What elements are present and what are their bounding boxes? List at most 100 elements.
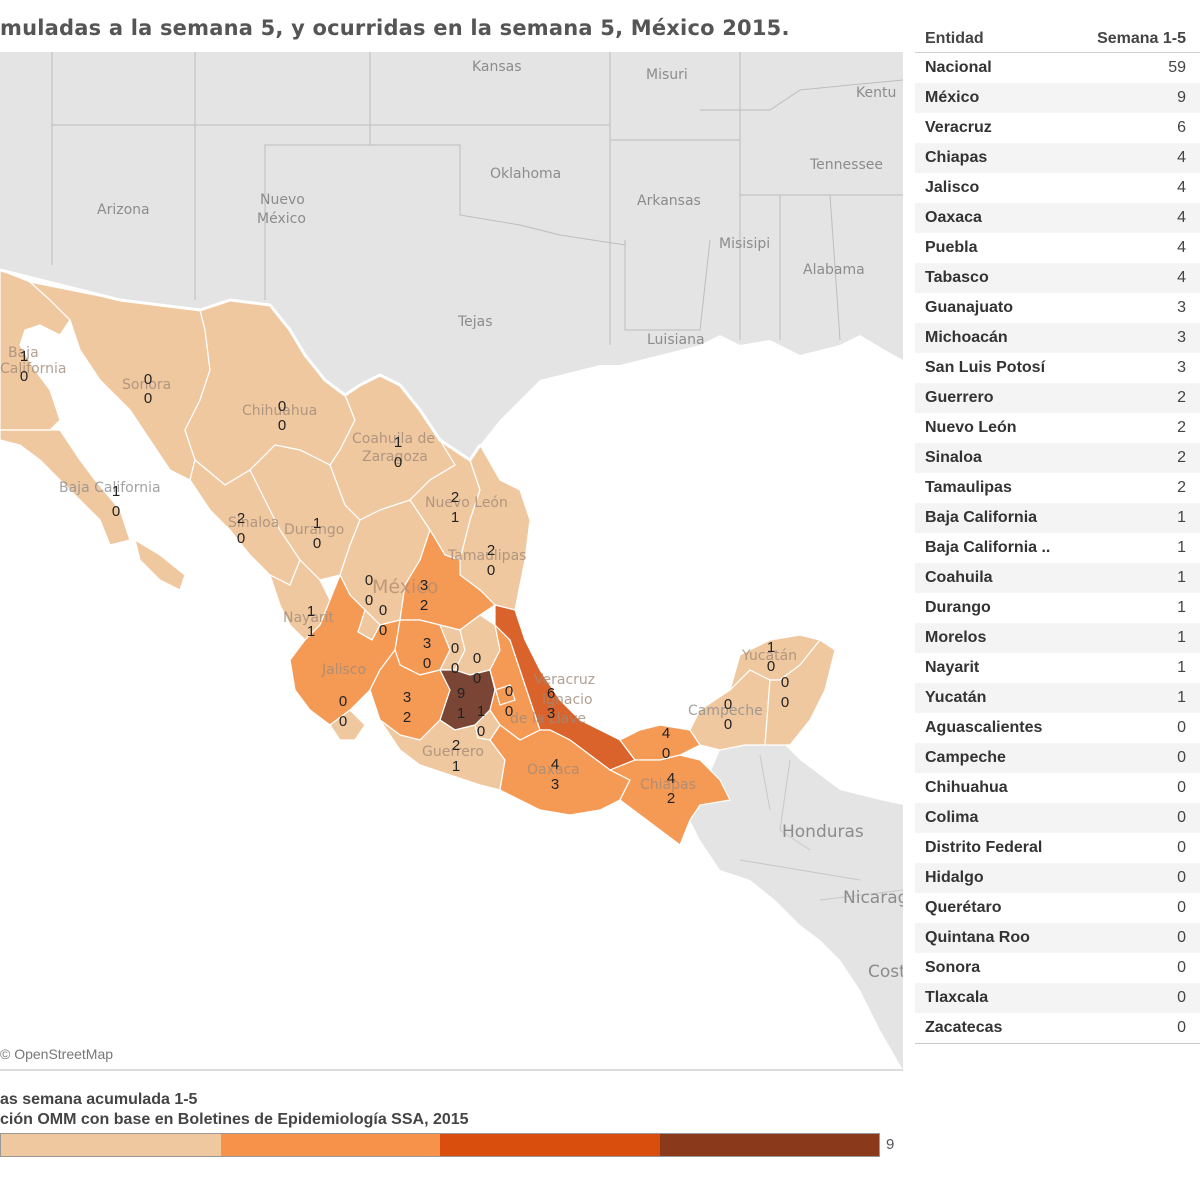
table-row[interactable]: Chihuahua 0: [915, 773, 1200, 803]
column-header-semana[interactable]: Semana 1-5: [1097, 30, 1186, 47]
legend-source: ción OMM con base en Boletines de Epidem…: [0, 1111, 469, 1128]
state-baja-california-sur[interactable]: [0, 429, 131, 546]
label-chihuahua: Chihuahua: [242, 403, 317, 419]
value-sin-acum: 2: [237, 510, 245, 527]
table-row[interactable]: Zacatecas 0: [915, 1013, 1200, 1043]
valor-cell: 0: [1177, 1019, 1186, 1036]
entidad-cell: Morelos: [925, 629, 987, 646]
table-row[interactable]: Quintana Roo 0: [915, 923, 1200, 953]
label-kansas: Kansas: [472, 59, 522, 75]
table-row[interactable]: Nayarit 1: [915, 653, 1200, 683]
value-gro-sem: 1: [452, 758, 460, 775]
table-row[interactable]: Veracruz 6: [915, 113, 1200, 143]
value-yuc-sem: 0: [767, 658, 775, 675]
entidad-cell: Chiapas: [925, 149, 988, 166]
table-row[interactable]: México 9: [915, 83, 1200, 113]
table-row[interactable]: Oaxaca 4: [915, 203, 1200, 233]
label-arizona: Arizona: [97, 202, 150, 218]
value-qro-sem: 0: [451, 660, 459, 677]
valor-cell: 1: [1177, 569, 1186, 586]
valor-cell: 1: [1177, 599, 1186, 616]
table-body: Nacional 59 México 9 Veracruz 6 Chiapas 4 Jalisc…: [915, 53, 1200, 1044]
value-oax-acum: 4: [551, 756, 559, 773]
label-yucatan: Yucatán: [741, 648, 797, 664]
value-mich-sem: 2: [403, 709, 411, 726]
table-row[interactable]: Tabasco 4: [915, 263, 1200, 293]
value-camp-acum: 0: [724, 696, 732, 713]
value-qroo-sem: 0: [781, 694, 789, 711]
value-hgo-acum: 0: [473, 650, 481, 667]
label-chiapas: Chiapas: [640, 777, 696, 793]
valor-cell: 0: [1177, 869, 1186, 886]
label-costa-rica: Cost: [868, 962, 903, 982]
table-row[interactable]: Campeche 0: [915, 743, 1200, 773]
florida-landmass: [860, 330, 903, 360]
state-oaxaca[interactable]: [489, 724, 631, 816]
table-row[interactable]: Tamaulipas 2: [915, 473, 1200, 503]
table-row[interactable]: Coahuila 1: [915, 563, 1200, 593]
entidad-cell: Colima: [925, 809, 979, 826]
label-baja-2: California: [0, 361, 66, 377]
value-mor-acum: 1: [477, 703, 485, 720]
value-hgo-sem: 0: [473, 670, 481, 687]
table-row[interactable]: Morelos 1: [915, 623, 1200, 653]
table-row[interactable]: Colima 0: [915, 803, 1200, 833]
table-row[interactable]: Michoacán 3: [915, 323, 1200, 353]
value-nl-sem: 1: [451, 509, 459, 526]
entidad-cell: Yucatán: [925, 689, 987, 706]
entidad-cell: Campeche: [925, 749, 1006, 766]
table-row[interactable]: Sonora 0: [915, 953, 1200, 983]
table-row[interactable]: Hidalgo 0: [915, 863, 1200, 893]
table-row[interactable]: Puebla 4: [915, 233, 1200, 263]
map-canvas[interactable]: Kansas Misuri Kentu Oklahoma Tennessee A…: [0, 52, 903, 1070]
column-header-entidad[interactable]: Entidad: [925, 30, 984, 47]
state-colima[interactable]: [329, 709, 366, 741]
table-row[interactable]: Chiapas 4: [915, 143, 1200, 173]
valor-cell: 2: [1177, 419, 1186, 436]
value-coah-sem: 0: [394, 454, 402, 471]
table-row[interactable]: Durango 1: [915, 593, 1200, 623]
table-row[interactable]: Guanajuato 3: [915, 293, 1200, 323]
table-row[interactable]: Yucatán 1: [915, 683, 1200, 713]
value-chih-acum: 0: [278, 398, 286, 415]
entidad-cell: Guanajuato: [925, 299, 1014, 316]
table-row[interactable]: Tlaxcala 0: [915, 983, 1200, 1013]
legend-max-value: 9: [886, 1136, 895, 1153]
value-pue-sem: 3: [547, 705, 555, 722]
valor-cell: 0: [1177, 809, 1186, 826]
table-row[interactable]: Jalisco 4: [915, 173, 1200, 203]
value-gro-acum: 2: [452, 737, 460, 754]
table-row[interactable]: Baja California 1: [915, 503, 1200, 533]
valor-cell: 1: [1177, 689, 1186, 706]
legend-swatch: [659, 1134, 879, 1156]
value-tlax-acum: 0: [505, 683, 513, 700]
entidad-cell: Nuevo León: [925, 419, 1017, 436]
value-coah-acum: 1: [394, 434, 402, 451]
table-row[interactable]: Sinaloa 2: [915, 443, 1200, 473]
entidad-cell: Quintana Roo: [925, 929, 1030, 946]
entidad-cell: Tamaulipas: [925, 479, 1012, 496]
state-chiapas[interactable]: [608, 754, 731, 846]
map[interactable]: Kansas Misuri Kentu Oklahoma Tennessee A…: [0, 52, 903, 1070]
valor-cell: 0: [1177, 899, 1186, 916]
table-row[interactable]: Baja California .. 1: [915, 533, 1200, 563]
state-quintana-roo[interactable]: [764, 639, 836, 746]
map-attribution[interactable]: © OpenStreetMap: [0, 1046, 114, 1062]
label-misisipi: Misisipi: [719, 236, 770, 252]
table-row[interactable]: Querétaro 0: [915, 893, 1200, 923]
table-row[interactable]: San Luis Potosí 3: [915, 353, 1200, 383]
valor-cell: 4: [1177, 239, 1186, 256]
table-row[interactable]: Guerrero 2: [915, 383, 1200, 413]
table-row[interactable]: Nacional 59: [915, 53, 1200, 83]
value-qroo-acum: 0: [781, 674, 789, 691]
table-row[interactable]: Distrito Federal 0: [915, 833, 1200, 863]
value-dgo-acum: 1: [313, 515, 321, 532]
value-tlax-sem: 0: [505, 703, 513, 720]
label-nuevo-mexico-1: Nuevo: [260, 192, 305, 208]
label-jalisco: Jalisco: [321, 662, 366, 678]
value-chih-sem: 0: [278, 417, 286, 434]
value-tab-acum: 4: [662, 725, 670, 742]
table-row[interactable]: Aguascalientes 0: [915, 713, 1200, 743]
table-row[interactable]: Nuevo León 2: [915, 413, 1200, 443]
value-gto-acum: 3: [423, 635, 431, 652]
